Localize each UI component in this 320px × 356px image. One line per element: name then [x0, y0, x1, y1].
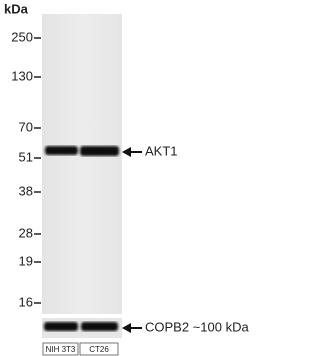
marker-label: 19 [19, 253, 33, 268]
arrow-head [122, 147, 131, 157]
band-akt1-lane1 [45, 146, 78, 155]
band-labels: AKT1 COPB2 ~100 kDa [122, 143, 249, 334]
western-blot: kDa 250 130 70 51 38 28 19 16 AKT1 COPB2 ~100 kD… [0, 0, 266, 356]
marker-label: 250 [11, 29, 33, 44]
band-label: AKT1 [145, 143, 178, 158]
marker-label: 38 [19, 183, 33, 198]
marker-label: 51 [19, 149, 33, 164]
marker-label: 28 [19, 225, 33, 240]
marker-label: 130 [11, 68, 33, 83]
marker-label: 70 [19, 119, 33, 134]
band-copb2-lane1 [44, 322, 78, 331]
lane-labels: NIH 3T3 CT26 [43, 343, 118, 355]
band-label: COPB2 ~100 kDa [145, 319, 249, 334]
marker-labels: 250 130 70 51 38 28 19 16 [11, 29, 41, 309]
blot-main-panel [42, 14, 122, 314]
unit-label: kDa [4, 1, 29, 16]
arrow-head [122, 323, 131, 333]
band-copb2-lane2 [81, 322, 118, 331]
lane-label: CT26 [89, 345, 109, 354]
band-akt1-lane2 [80, 146, 119, 156]
marker-label: 16 [19, 294, 33, 309]
lane-label: NIH 3T3 [46, 345, 76, 354]
